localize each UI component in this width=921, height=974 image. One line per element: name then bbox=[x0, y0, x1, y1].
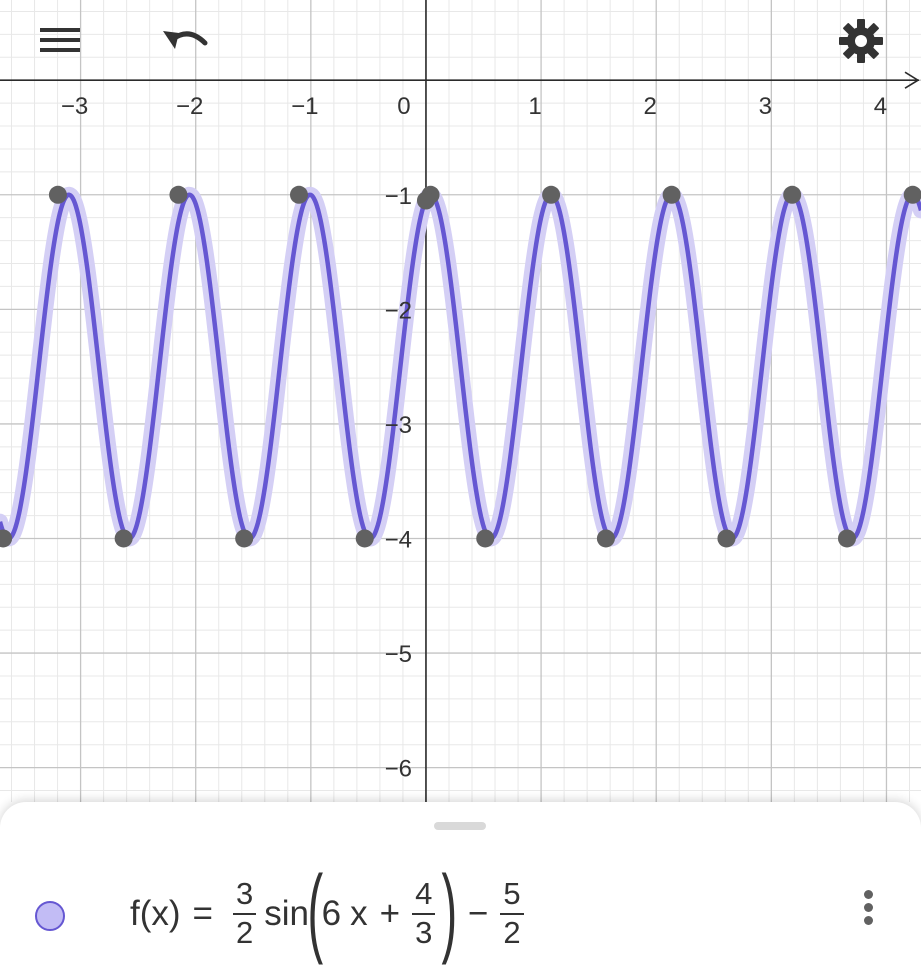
amplitude-fraction: 3 2 bbox=[233, 876, 257, 950]
drag-handle[interactable] bbox=[434, 822, 486, 830]
variable: x bbox=[350, 894, 368, 933]
more-options-button[interactable] bbox=[853, 886, 885, 930]
function-sin: sin bbox=[264, 894, 309, 933]
minimum-point[interactable] bbox=[114, 529, 133, 548]
amplitude-denominator: 2 bbox=[233, 913, 257, 950]
x-tick-label: −1 bbox=[291, 93, 318, 120]
y-tick-label: −4 bbox=[385, 526, 412, 553]
algebra-panel bbox=[0, 802, 921, 974]
minimum-point[interactable] bbox=[0, 529, 13, 548]
minimum-point[interactable] bbox=[596, 529, 615, 548]
maximum-point[interactable] bbox=[48, 185, 67, 204]
minimum-point[interactable] bbox=[476, 529, 495, 548]
x-tick-label: 1 bbox=[528, 93, 541, 120]
maximum-point[interactable] bbox=[289, 185, 308, 204]
minus-sign: − bbox=[467, 894, 489, 933]
amplitude-numerator: 3 bbox=[236, 876, 254, 912]
minimum-point[interactable] bbox=[355, 529, 374, 548]
x-tick-label: 2 bbox=[644, 93, 657, 120]
visibility-toggle[interactable] bbox=[35, 901, 65, 931]
axes bbox=[0, 0, 920, 802]
maximum-point[interactable] bbox=[903, 185, 921, 204]
shift-fraction: 5 2 bbox=[500, 876, 524, 950]
graphing-canvas[interactable]: −3 −2 −1 0 1 2 3 4 −1 −2 −3 −4 −5 −6 bbox=[0, 0, 921, 802]
undo-icon bbox=[163, 31, 208, 49]
shift-denominator: 2 bbox=[500, 913, 524, 950]
x-tick-label: −3 bbox=[61, 93, 88, 120]
x-axis-arrow bbox=[904, 71, 920, 89]
undo-button[interactable] bbox=[156, 18, 212, 62]
function-name: f(x) bbox=[130, 894, 181, 933]
maximum-point[interactable] bbox=[169, 185, 188, 204]
y-tick-label: −3 bbox=[385, 412, 412, 439]
plus-sign: + bbox=[379, 894, 401, 933]
settings-button[interactable] bbox=[834, 14, 888, 68]
gear-icon bbox=[839, 19, 883, 63]
y-intercept-point[interactable] bbox=[416, 191, 435, 210]
shift-numerator: 5 bbox=[503, 876, 521, 912]
coefficient: 6 bbox=[321, 894, 342, 933]
x-tick-label: 3 bbox=[759, 93, 772, 120]
function-expression[interactable]: f(x) = 3 2 sin ( 6 x + 4 3 ) − 5 2 bbox=[130, 855, 532, 966]
equals-sign: = bbox=[192, 894, 213, 933]
open-paren: ( bbox=[307, 855, 324, 965]
close-paren: ) bbox=[441, 855, 458, 965]
phase-numerator: 4 bbox=[415, 876, 433, 912]
extremum-points[interactable] bbox=[0, 185, 921, 548]
phase-fraction: 4 3 bbox=[412, 876, 436, 950]
y-tick-label: −2 bbox=[385, 297, 412, 324]
minimum-point[interactable] bbox=[235, 529, 254, 548]
y-tick-label: −5 bbox=[385, 641, 412, 668]
y-tick-label: −6 bbox=[385, 756, 412, 783]
function-curve-line[interactable] bbox=[0, 192, 921, 541]
phase-denominator: 3 bbox=[412, 913, 436, 950]
x-tick-label: 4 bbox=[874, 93, 887, 120]
maximum-point[interactable] bbox=[662, 185, 681, 204]
tick-labels: −3 −2 −1 0 1 2 3 4 −1 −2 −3 −4 −5 −6 bbox=[61, 93, 887, 782]
y-tick-label: −1 bbox=[385, 183, 412, 210]
function-curve[interactable] bbox=[0, 186, 921, 547]
x-tick-label: −2 bbox=[176, 93, 203, 120]
maximum-point[interactable] bbox=[783, 185, 802, 204]
x-tick-label: 0 bbox=[397, 93, 410, 120]
minimum-point[interactable] bbox=[837, 529, 856, 548]
maximum-point[interactable] bbox=[542, 185, 561, 204]
menu-icon bbox=[40, 28, 80, 52]
menu-button[interactable] bbox=[36, 18, 84, 62]
minimum-point[interactable] bbox=[717, 529, 736, 548]
